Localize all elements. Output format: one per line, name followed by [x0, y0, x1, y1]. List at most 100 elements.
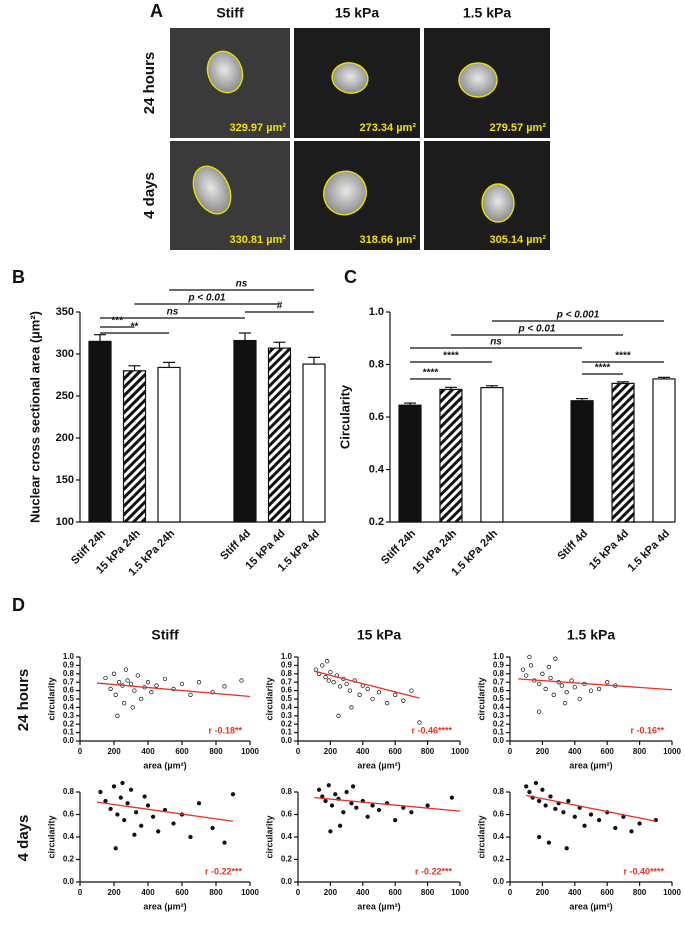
point [118, 795, 123, 800]
point [115, 812, 120, 817]
y-axis-label: circularity [46, 677, 56, 720]
point [393, 817, 398, 823]
trend-line [314, 796, 461, 812]
point [115, 713, 120, 718]
y-tick-label: 0.4 [281, 703, 293, 712]
point [637, 821, 642, 826]
significance-label: p < 0.001 [556, 310, 600, 321]
column-header: 1.5 kPa [463, 5, 511, 21]
y-tick-label: 0.2 [63, 855, 75, 864]
point [376, 807, 382, 813]
y-tick-label: 0.6 [281, 686, 293, 695]
point [561, 810, 566, 815]
point [328, 669, 333, 675]
row-header: 24 hours [141, 52, 158, 115]
point [533, 780, 539, 786]
point [629, 829, 634, 834]
y-axis-label: Nuclear cross sectional area (µm²) [27, 311, 42, 523]
column-header: Stiff [216, 5, 244, 21]
point [113, 846, 118, 851]
area-label: 330.81 µm² [230, 234, 287, 246]
point [417, 720, 422, 725]
nucleus [323, 170, 367, 216]
area-label: 318.66 µm² [360, 234, 417, 246]
y-tick-label: 0.6 [493, 686, 505, 695]
point [520, 667, 526, 672]
significance-label: **** [423, 368, 439, 379]
point [326, 678, 331, 683]
point [537, 681, 542, 687]
point [113, 692, 118, 697]
row-header: 4 days [141, 172, 158, 219]
point [376, 690, 382, 695]
point [128, 787, 134, 792]
point [337, 684, 343, 689]
y-tick-label: 0.4 [281, 832, 293, 841]
y-tick-label: 0.7 [493, 677, 505, 686]
point [409, 810, 414, 815]
y-tick-label: 0.0 [281, 877, 293, 886]
x-tick-label: 200 [107, 747, 121, 756]
point [111, 671, 117, 676]
point [540, 671, 545, 676]
point [569, 678, 574, 683]
point [156, 829, 161, 834]
y-tick-label: 0.3 [281, 711, 293, 720]
y-tick-label: 0.8 [493, 669, 505, 678]
significance-label: ns [490, 337, 502, 348]
point [132, 832, 137, 837]
significance-label: p < 0.01 [188, 293, 226, 304]
point [333, 792, 338, 797]
point [393, 692, 398, 697]
point [572, 814, 577, 819]
column-header: 15 kPa [335, 5, 380, 21]
x-tick-label: 600 [601, 888, 615, 897]
y-tick-label: 0.2 [369, 516, 384, 528]
trend-line [314, 670, 420, 699]
bar [233, 339, 257, 523]
y-axis-label: circularity [264, 815, 274, 858]
annotation: r -0.46**** [411, 725, 452, 735]
panel-label: B [12, 267, 25, 287]
point [135, 673, 140, 678]
x-tick-label: 0 [78, 747, 83, 756]
point [149, 690, 154, 695]
y-tick-label: 1.0 [281, 652, 293, 661]
point [548, 675, 553, 681]
point [188, 834, 193, 840]
point [370, 803, 375, 808]
point [210, 825, 215, 831]
x-tick-label: 800 [209, 888, 223, 897]
y-axis-label: Circularity [337, 384, 352, 449]
y-tick-label: 0.7 [63, 677, 75, 686]
y-tick-label: 0.5 [63, 694, 75, 703]
point [130, 705, 135, 710]
y-tick-label: 0.4 [63, 832, 75, 841]
trend-line [518, 678, 673, 691]
nucleus [458, 62, 498, 98]
x-tick-label: 400 [568, 888, 582, 897]
y-tick-label: 0.0 [63, 877, 75, 886]
point [540, 787, 545, 792]
y-tick-label: 0.4 [63, 703, 75, 712]
x-tick-label: 1000 [241, 888, 259, 897]
point [347, 688, 352, 693]
y-tick-label: 0.3 [493, 711, 505, 720]
x-tick-label: 0 [296, 747, 301, 756]
point [123, 667, 129, 672]
point [316, 787, 322, 792]
point [562, 701, 568, 706]
y-tick-label: 0.1 [63, 728, 75, 737]
y-tick-label: 0.8 [281, 669, 293, 678]
point [329, 803, 335, 808]
x-tick-label: 800 [421, 888, 435, 897]
point [196, 680, 202, 685]
point [543, 686, 548, 692]
y-tick-label: 0.2 [493, 855, 505, 864]
point [125, 678, 130, 683]
point [239, 678, 244, 683]
bar [302, 363, 326, 523]
point [341, 810, 346, 815]
point [188, 692, 193, 697]
point [142, 794, 147, 799]
